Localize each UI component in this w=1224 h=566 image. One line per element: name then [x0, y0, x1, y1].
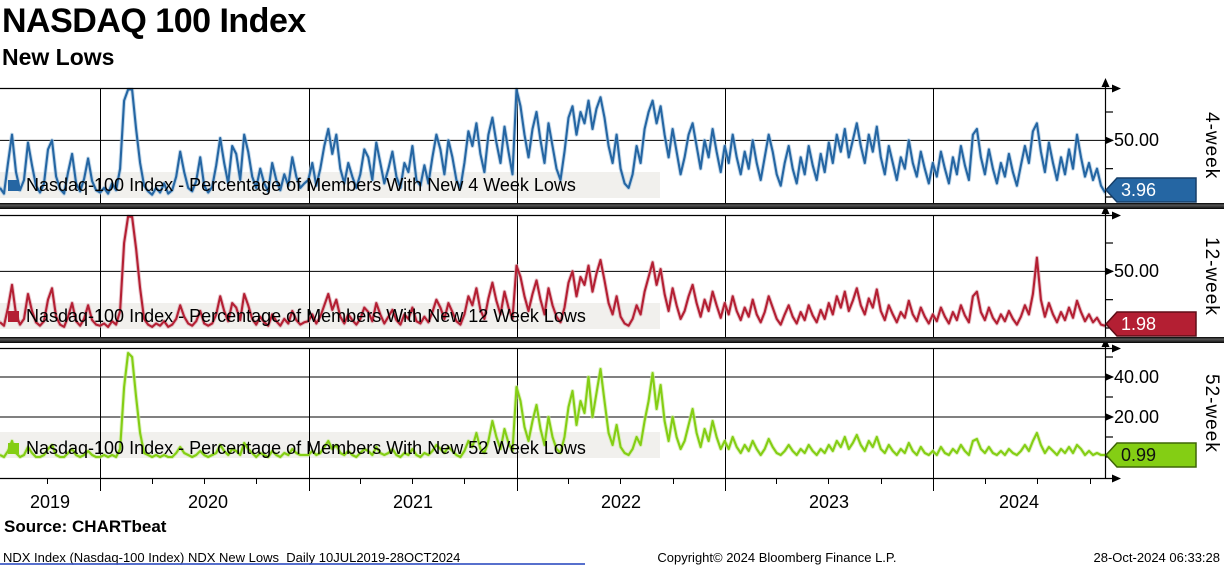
series-line-52-week: [0, 351, 1105, 459]
panel-divider-2: [0, 337, 1224, 343]
legend-label: Nasdaq-100 Index - Percentage of Members…: [26, 437, 586, 458]
legend-marker-icon: [8, 310, 19, 322]
y-tick-label: 20.00: [1114, 407, 1160, 427]
page-title: NASDAQ 100 Index: [2, 2, 306, 40]
axis-arrow-icon: [1112, 84, 1121, 93]
footer: NDX Index (Nasdaq-100 Index) NDX New Low…: [0, 550, 1224, 566]
legend-52-week: Nasdaq-100 Index - Percentage of Members…: [0, 435, 660, 461]
axis-arrow-icon: [1112, 344, 1121, 353]
axis-arrow-icon: [1101, 205, 1110, 214]
last-value-flag-52-week: 0.99: [1121, 445, 1157, 465]
last-value-flag-12-week: 1.98: [1121, 314, 1157, 334]
legend-4-week: Nasdaq-100 Index - Percentage of Members…: [0, 172, 660, 198]
panel-axis-label-12-week: 12-week: [1201, 236, 1222, 316]
last-value-flag: [1104, 177, 1197, 203]
x-axis-year-label: 2020: [187, 492, 229, 512]
x-axis-year-label: 2024: [998, 492, 1040, 512]
source-label: Source: CHARTbeat: [4, 517, 167, 536]
window-edge-bar: [0, 563, 585, 565]
legend-12-week: Nasdaq-100 Index - Percentage of Members…: [0, 303, 660, 329]
x-axis-year-label: 2021: [392, 492, 434, 512]
footer-copyright: Copyright© 2024 Bloomberg Finance L.P.: [657, 550, 897, 565]
axis-arrow-icon: [1112, 211, 1121, 220]
legend-label: Nasdaq-100 Index - Percentage of Members…: [26, 305, 586, 326]
series-line-4-week: [0, 88, 1106, 196]
legend-label: Nasdaq-100 Index - Percentage of Members…: [26, 174, 576, 195]
last-value-flag: [1104, 311, 1197, 337]
footer-security-info: NDX Index (Nasdaq-100 Index) NDX New Low…: [3, 550, 461, 565]
page-subtitle: New Lows: [2, 44, 115, 70]
last-value-flag-4-week: 3.96: [1121, 180, 1157, 200]
panel-axis-label-4-week: 4-week: [1201, 111, 1222, 180]
y-tick-label: 50.00: [1114, 261, 1160, 282]
y-tick-label: 50.00: [1114, 130, 1160, 151]
x-axis-year-label: 2022: [600, 492, 642, 512]
x-axis-year-label: 2023: [808, 492, 850, 512]
axis-arrow-icon: [1101, 78, 1110, 87]
panel-axis-label-52-week: 52-week: [1201, 373, 1222, 453]
footer-timestamp: 28-Oct-2024 06:33:28: [1093, 550, 1220, 565]
panel-divider-1: [0, 203, 1224, 209]
x-axis-year-label: 2019: [29, 492, 71, 512]
axis-arrow-icon: [1112, 474, 1121, 483]
legend-marker-icon: [8, 179, 19, 191]
last-value-flag: [1104, 442, 1197, 468]
series-line-12-week: [0, 215, 1106, 328]
y-tick-label: 40.00: [1114, 367, 1160, 387]
legend-marker-icon: [8, 442, 19, 454]
